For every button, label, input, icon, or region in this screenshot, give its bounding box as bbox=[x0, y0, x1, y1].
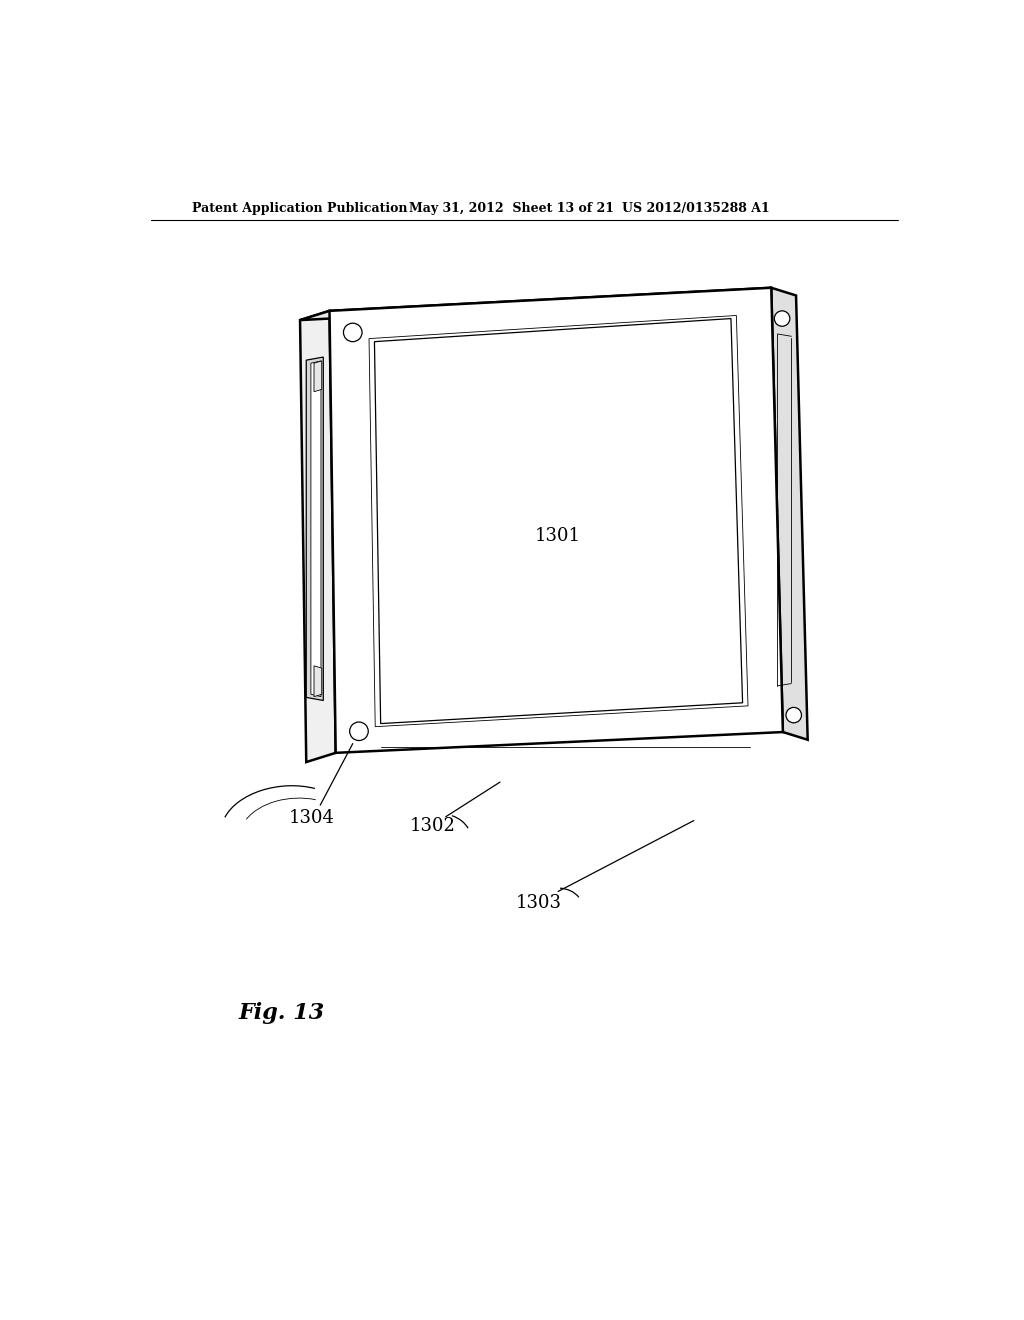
Circle shape bbox=[786, 708, 802, 723]
Polygon shape bbox=[314, 665, 322, 697]
Polygon shape bbox=[300, 288, 771, 321]
Polygon shape bbox=[311, 360, 321, 697]
Text: 1302: 1302 bbox=[410, 817, 456, 834]
Text: 1301: 1301 bbox=[536, 527, 582, 545]
Text: 1304: 1304 bbox=[289, 809, 334, 828]
Polygon shape bbox=[771, 288, 808, 739]
Polygon shape bbox=[330, 288, 783, 752]
Text: 1303: 1303 bbox=[515, 894, 561, 912]
Text: Fig. 13: Fig. 13 bbox=[238, 1002, 325, 1023]
Polygon shape bbox=[375, 318, 742, 723]
Polygon shape bbox=[306, 358, 324, 701]
Polygon shape bbox=[300, 312, 336, 762]
Circle shape bbox=[349, 722, 369, 741]
Circle shape bbox=[774, 312, 790, 326]
Circle shape bbox=[343, 323, 362, 342]
Text: Patent Application Publication: Patent Application Publication bbox=[193, 202, 408, 215]
Polygon shape bbox=[314, 360, 322, 392]
Text: US 2012/0135288 A1: US 2012/0135288 A1 bbox=[623, 202, 770, 215]
Text: May 31, 2012  Sheet 13 of 21: May 31, 2012 Sheet 13 of 21 bbox=[409, 202, 613, 215]
